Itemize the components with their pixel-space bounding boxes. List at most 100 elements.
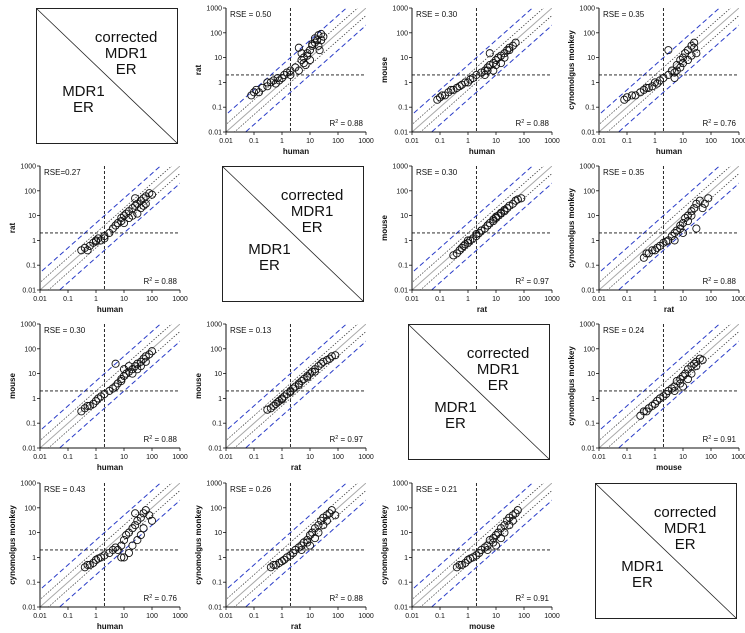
fivefold-upper-line [226,8,348,116]
lower-label: MDR1 ER [248,241,291,274]
data-point [670,68,679,77]
rse-label: RSE = 0.24 [603,326,645,335]
data-point [444,88,453,97]
x-tick-label: 1000 [172,454,188,461]
x-tick-label: 0.1 [435,613,445,620]
data-point [117,217,126,226]
x-tick-label: 100 [146,296,158,303]
scatter-plot: 0.010.01 0.1 0.1 1 1 10 10 100 100 1000 1000 human r… [8,164,188,315]
data-point [131,509,140,518]
y-axis-label: cynomolgus monkey [194,505,203,585]
y-tick-label: 1000 [392,481,408,488]
data-point [670,386,679,395]
data-point [145,511,154,520]
x-tick-label: 1 [653,296,657,303]
data-point [511,38,520,47]
identity-line [599,166,739,290]
data-point [124,548,133,558]
y-tick-label: 1000 [20,481,36,488]
data-point [678,382,688,391]
data-point [511,196,520,205]
data-point [678,219,688,228]
x-tick-label: 10 [679,454,687,461]
x-tick-label: 10 [120,296,128,303]
data-point [690,359,699,368]
x-tick-label: 1 [280,613,284,620]
data-point [147,516,157,525]
y-tick-label: 0.01 [581,288,595,295]
data-point [459,241,468,250]
data-point [639,253,648,262]
r-squared-label: R2 = 0.91 [702,435,736,444]
data-point [83,401,92,410]
r-squared-label: R2 = 0.88 [329,594,363,603]
y-tick-label: 10 [28,371,36,378]
y-tick-label: 100 [210,505,222,512]
x-tick-label: 10 [492,138,500,145]
y-tick-label: 100 [396,30,408,37]
data-point [500,528,509,537]
y-tick-label: 100 [583,346,595,353]
y-tick-label: 1 [404,80,408,87]
data-point [653,396,662,405]
upper-label: corrected MDR1 ER [653,504,717,553]
twofold-upper-line [40,166,173,284]
rse-label: RSE = 0.30 [416,168,458,177]
data-point [491,541,501,550]
x-tick-label: 0.01 [592,296,606,303]
r-squared-label: R2 = 0.88 [329,119,363,128]
x-tick-label: 1000 [731,296,745,303]
data-point [315,46,324,55]
plot-area [412,8,552,132]
data-point [301,61,310,70]
data-point [477,226,486,235]
y-tick-label: 10 [214,55,222,62]
data-point [670,236,679,245]
x-tick-label: 100 [518,138,530,145]
scatter-panel: 0.01 0.01 0.1 0.1 1 1 10 10 100 100 1000 1000 rat cyn… [186,475,374,633]
fivefold-lower-line [617,340,739,448]
y-axis-label: rat [8,223,17,234]
identity-line [40,483,180,607]
y-tick-label: 100 [210,30,222,37]
x-tick-label: 0.1 [63,613,73,620]
y-axis-label: cynomolgus monkey [567,30,576,110]
diagonal-divider [409,325,549,459]
data-point [433,95,442,104]
x-tick-label: 10 [306,454,314,461]
y-tick-label: 1000 [579,164,595,171]
data-point [277,395,287,404]
y-tick-label: 1 [404,555,408,562]
data-point [435,93,445,102]
plot-area [226,483,366,607]
data-point [294,43,303,52]
y-tick-label: 1000 [206,481,222,488]
fivefold-upper-line [599,166,721,274]
y-tick-label: 1 [218,555,222,562]
x-tick-label: 10 [306,138,314,145]
y-tick-label: 0.01 [581,446,595,453]
scatter-panel: 0.01 0.01 0.1 0.1 1 1 10 10 100 100 1000 1000 human r… [0,158,188,316]
data-point [111,359,120,368]
x-tick-label: 10 [306,613,314,620]
data-point [472,551,481,560]
r-squared-label: R2 = 0.76 [143,594,177,603]
data-point [455,82,464,91]
data-point [80,563,89,572]
rse-label: RSE = 0.13 [230,326,272,335]
y-tick-label: 1000 [20,164,36,171]
data-point [108,545,117,554]
y-tick-label: 0.1 [585,105,595,112]
lower-label: MDR1 ER [621,558,664,591]
diagonal-label-panel: corrected MDR1 ER MDR1 ER [559,475,745,633]
data-point [317,29,326,38]
data-point [676,379,685,388]
data-point [308,367,317,376]
x-tick-label: 10 [492,296,500,303]
rse-label: RSE = 0.26 [230,485,272,494]
scatter-plot: 0.010.01 0.1 0.1 1 1 10 10 100 100 1000 1000 mouse c… [380,481,560,632]
scatter-panel: 0.01 0.01 0.1 0.1 1 1 10 10 100 100 1000 1000 human m… [0,316,188,474]
data-point [627,91,636,100]
y-tick-label: 0.01 [22,288,36,295]
